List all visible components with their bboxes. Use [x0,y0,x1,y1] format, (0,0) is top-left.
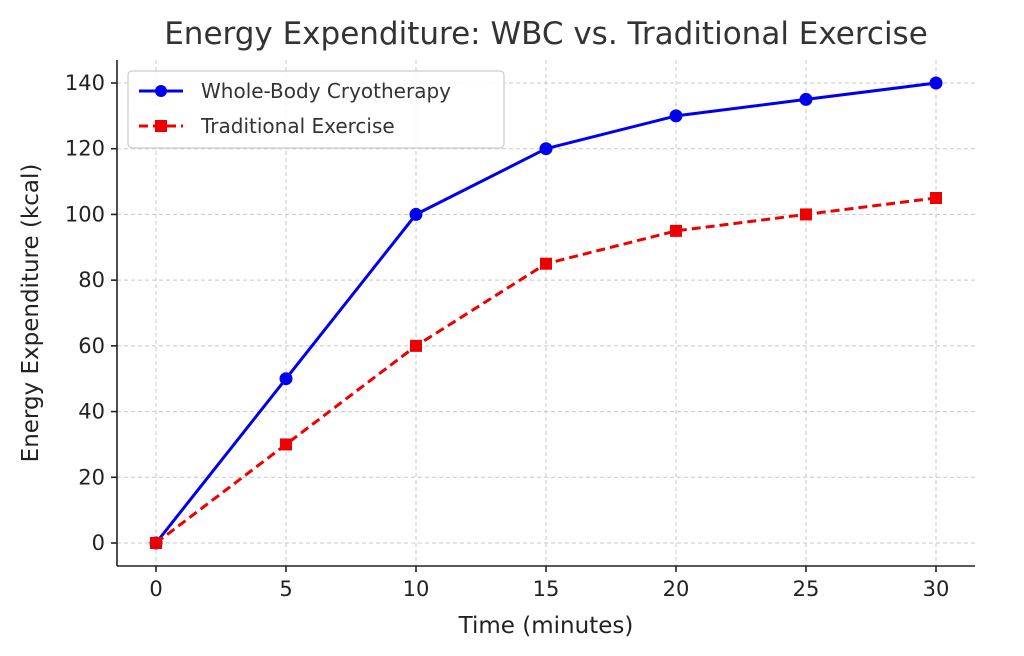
y-tick-label: 40 [78,400,105,424]
data-point-whole-body-cryotherapy [669,109,683,123]
data-point-traditional-exercise [150,537,162,549]
series-traditional-exercise [150,192,942,549]
y-tick-label: 140 [65,71,105,95]
data-point-traditional-exercise [670,224,682,237]
data-point-traditional-exercise [280,438,292,451]
x-axis-label: Time (minutes) [458,613,634,639]
data-point-traditional-exercise [930,192,942,204]
x-tick-label: 30 [923,577,950,601]
y-tick-label: 60 [78,334,105,358]
data-point-whole-body-cryotherapy [929,76,943,90]
x-tick-label: 20 [663,577,690,601]
x-ticks: 0 5 10 15 20 25 30 [149,566,949,601]
x-tick-label: 15 [533,577,560,601]
data-point-traditional-exercise [410,339,422,352]
chart-title: Energy Expenditure: WBC vs. Traditional … [164,16,928,52]
legend: Whole-Body Cryotherapy Traditional Exerc… [127,70,505,149]
legend-box [127,70,505,149]
y-tick-label: 80 [78,268,105,292]
data-point-whole-body-cryotherapy [279,372,293,386]
data-point-whole-body-cryotherapy [409,207,423,221]
data-point-whole-body-cryotherapy [539,142,553,156]
x-tick-label: 25 [793,577,820,601]
y-axis-label: Energy Expenditure (kcal) [18,164,44,463]
data-point-traditional-exercise [540,257,552,270]
legend-marker-traditional [155,120,167,132]
y-tick-label: 100 [65,202,105,226]
x-tick-label: 5 [279,577,292,601]
y-tick-label: 120 [65,137,105,161]
legend-label-wbc: Whole-Body Cryotherapy [201,79,451,103]
y-tick-label: 20 [78,465,105,489]
x-tick-label: 0 [149,577,162,601]
legend-label-traditional: Traditional Exercise [200,114,395,138]
x-tick-label: 10 [403,577,430,601]
legend-marker-wbc [155,85,167,97]
series-layer [149,76,943,550]
data-point-whole-body-cryotherapy [799,92,813,106]
y-ticks: 0 20 40 60 80 100 120 140 [65,71,117,555]
data-point-traditional-exercise [800,208,812,221]
y-tick-label: 0 [92,531,105,555]
